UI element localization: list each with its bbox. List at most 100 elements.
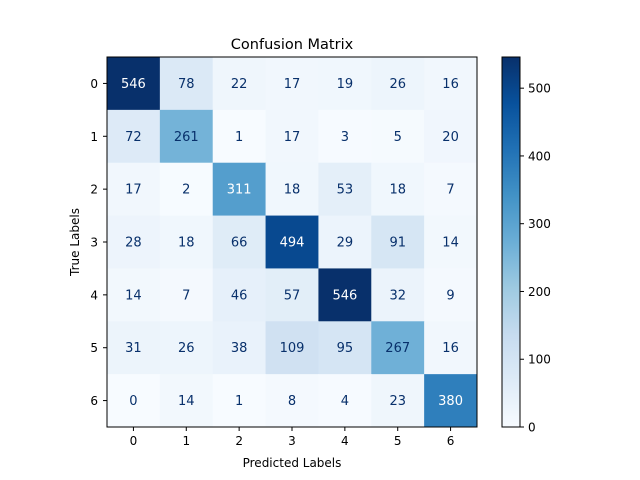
cell-value-5-5: 267 <box>385 341 410 356</box>
cell-value-1-6: 20 <box>442 130 459 145</box>
heatmap-cell-4-5 <box>371 268 425 322</box>
cell-value-3-5: 91 <box>389 236 406 251</box>
y-tick-label: 4 <box>90 288 98 302</box>
cell-value-1-2: 1 <box>235 130 243 145</box>
cell-value-6-2: 1 <box>235 394 243 409</box>
cell-value-3-3: 494 <box>280 236 305 251</box>
heatmap-cell-2-4 <box>318 162 372 217</box>
heatmap-cell-5-1 <box>159 321 214 375</box>
cell-value-1-4: 3 <box>341 130 349 145</box>
colorbar-ticks: 0 100 200 300 400 500 <box>520 82 551 435</box>
heatmap-cell-3-6 <box>424 215 478 269</box>
colorbar-tick-label: 300 <box>528 217 551 231</box>
cell-value-6-6: 380 <box>438 394 463 409</box>
cell-value-3-2: 66 <box>231 236 248 251</box>
cell-value-3-6: 14 <box>442 236 459 251</box>
cell-value-6-0: 0 <box>129 394 137 409</box>
cell-value-2-4: 53 <box>337 183 354 198</box>
cell-value-4-0: 14 <box>125 288 142 303</box>
heatmap-cell-4-6 <box>424 268 478 322</box>
cell-value-5-2: 38 <box>231 341 248 356</box>
cell-value-5-3: 109 <box>280 341 305 356</box>
colorbar-tick-label: 400 <box>528 149 551 163</box>
heatmap-cell-1-4 <box>318 109 372 164</box>
heatmap-cell-3-4 <box>318 215 372 269</box>
colorbar-tick-label: 500 <box>528 82 551 96</box>
cell-value-6-1: 14 <box>178 394 195 409</box>
heatmap-cell-2-0 <box>107 162 161 217</box>
heatmap-cell-6-3 <box>265 374 319 428</box>
heatmap-cell-4-4 <box>318 268 372 322</box>
heatmap-cell-0-4 <box>318 57 372 111</box>
heatmap-cell-1-0 <box>107 109 161 164</box>
heatmap-cells <box>107 57 478 428</box>
cell-value-0-3: 17 <box>284 77 301 92</box>
heatmap-cell-3-2 <box>212 215 267 269</box>
heatmap-cell-0-0 <box>107 57 161 111</box>
heatmap-cell-4-3 <box>265 268 319 322</box>
heatmap-cell-2-6 <box>424 162 478 217</box>
y-tick-label: 6 <box>90 394 98 408</box>
y-axis-label: True Labels <box>68 208 82 277</box>
cell-value-3-4: 29 <box>337 236 354 251</box>
cell-value-4-5: 32 <box>389 288 406 303</box>
colorbar-tick-label: 100 <box>528 353 551 367</box>
heatmap-cell-6-0 <box>107 374 161 428</box>
cell-value-2-0: 17 <box>125 183 142 198</box>
heatmap-cell-5-2 <box>212 321 267 375</box>
heatmap-cell-5-5 <box>371 321 425 375</box>
x-tick-label: 0 <box>130 434 138 448</box>
heatmap-cell-3-1 <box>159 215 214 269</box>
heatmap-cell-5-0 <box>107 321 161 375</box>
y-tick-label: 5 <box>90 341 98 355</box>
cell-value-0-2: 22 <box>231 77 248 92</box>
heatmap-cell-0-6 <box>424 57 478 111</box>
y-tick-label: 0 <box>90 77 98 91</box>
heatmap-cell-6-5 <box>371 374 425 428</box>
x-tick-label: 3 <box>288 434 296 448</box>
heatmap-cell-5-4 <box>318 321 372 375</box>
x-axis-ticks: 0 1 2 3 4 5 6 <box>130 427 454 448</box>
heatmap-cell-0-5 <box>371 57 425 111</box>
colorbar-tick-label: 0 <box>528 421 536 435</box>
cell-value-0-4: 19 <box>337 77 354 92</box>
heatmap-cell-2-1 <box>159 162 214 217</box>
cell-value-3-0: 28 <box>125 236 142 251</box>
chart-title: Confusion Matrix <box>231 37 354 53</box>
cell-value-0-6: 16 <box>442 77 459 92</box>
heatmap-cell-0-2 <box>212 57 267 111</box>
cell-value-5-4: 95 <box>337 341 354 356</box>
cell-value-2-2: 311 <box>227 183 252 198</box>
heatmap-cell-1-1 <box>159 109 214 164</box>
x-tick-label: 2 <box>235 434 243 448</box>
cell-value-4-6: 9 <box>446 288 454 303</box>
heatmap-cell-1-3 <box>265 109 319 164</box>
cell-value-5-6: 16 <box>442 341 459 356</box>
cell-value-0-1: 78 <box>178 77 195 92</box>
heatmap-cell-0-1 <box>159 57 214 111</box>
cell-value-6-4: 4 <box>341 394 349 409</box>
x-tick-label: 5 <box>394 434 402 448</box>
cell-value-2-3: 18 <box>284 183 301 198</box>
cell-value-6-3: 8 <box>288 394 296 409</box>
x-tick-label: 4 <box>341 434 349 448</box>
cell-value-0-0: 546 <box>121 77 146 92</box>
cell-value-1-0: 72 <box>125 130 142 145</box>
heatmap-cell-5-6 <box>424 321 478 375</box>
heatmap-cell-5-3 <box>265 321 319 375</box>
x-tick-label: 1 <box>182 434 190 448</box>
y-tick-label: 3 <box>90 236 98 250</box>
heatmap-cell-6-4 <box>318 374 372 428</box>
heatmap-cell-2-5 <box>371 162 425 217</box>
heatmap-cell-2-3 <box>265 162 319 217</box>
cell-value-1-1: 261 <box>174 130 199 145</box>
cell-value-6-5: 23 <box>389 394 406 409</box>
y-tick-label: 1 <box>90 130 98 144</box>
cell-value-1-3: 17 <box>284 130 301 145</box>
colorbar-tick-label: 200 <box>528 285 551 299</box>
cell-value-2-1: 2 <box>182 183 190 198</box>
heatmap-cell-3-0 <box>107 215 161 269</box>
heatmap-cell-1-6 <box>424 109 478 164</box>
